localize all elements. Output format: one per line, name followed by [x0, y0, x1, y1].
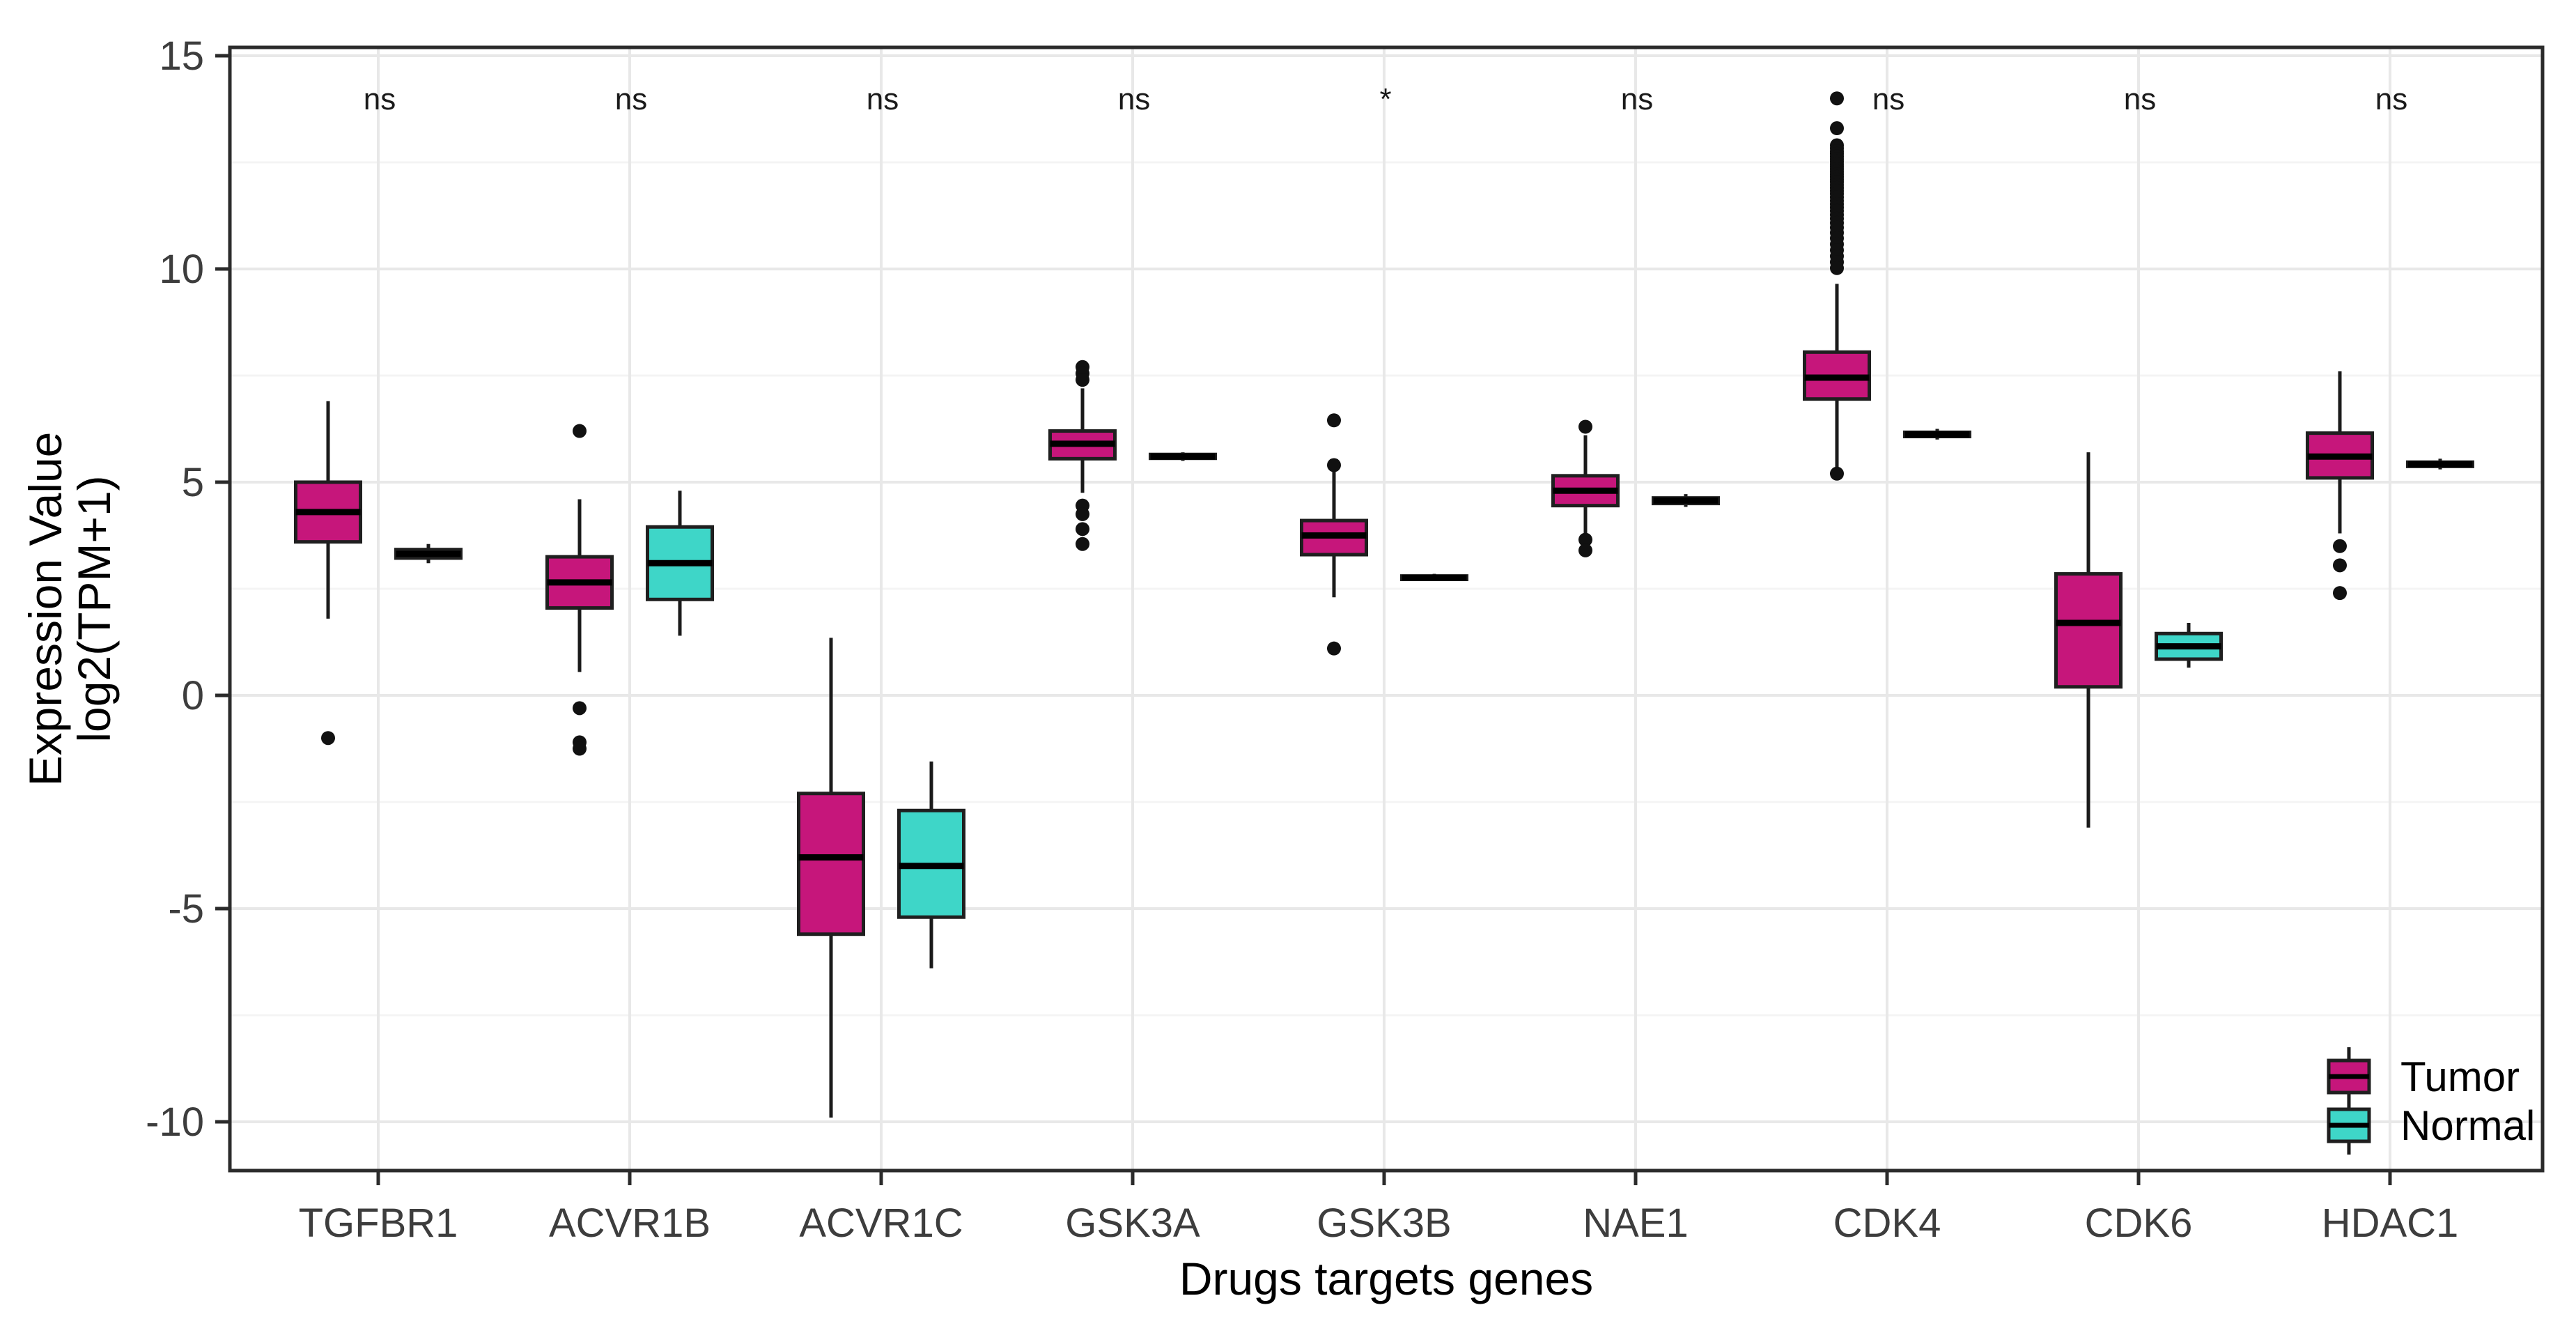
x-axis: TGFBR1 ACVR1B ACVR1C GSK3A GSK3B NAE1 CDK4 CDK6…: [299, 1171, 2459, 1246]
y-tick-label: 5: [182, 460, 204, 505]
outlier-dot: [2333, 586, 2347, 601]
significance-label-HDAC1: ns: [2375, 82, 2407, 116]
box-tumor-CDK6: [2054, 452, 2123, 828]
outlier-dot: [1327, 458, 1341, 472]
outlier-dot: [321, 731, 335, 746]
box-tumor-NAE1: [1551, 419, 1620, 557]
y-tick-label: 15: [159, 33, 204, 79]
box-normal-ACVR1C: [897, 761, 965, 969]
box-normal-GSK3B: [1400, 573, 1468, 582]
significance-label-CDK6: ns: [2124, 82, 2156, 116]
box-tumor-ACVR1C: [797, 638, 865, 1118]
box-normal-HDAC1: [2406, 458, 2474, 470]
outlier-dot: [573, 424, 587, 438]
y-tick-label: 10: [159, 247, 204, 292]
box-tumor-GSK3B: [1300, 413, 1368, 656]
box-tumor-ACVR1B: [545, 424, 614, 756]
significance-label-GSK3B: *: [1379, 82, 1391, 116]
outlier-dot: [1327, 641, 1341, 656]
outlier-dot: [1830, 466, 1844, 481]
outlier-dot: [1578, 419, 1592, 434]
box-normal-NAE1: [1652, 494, 1720, 507]
panel-background: [230, 47, 2543, 1171]
x-axis-title: Drugs targets genes: [1179, 1253, 1593, 1304]
outlier-dot: [1830, 261, 1844, 275]
legend-label-tumor: Tumor: [2400, 1054, 2520, 1100]
y-tick-label: -5: [168, 886, 204, 932]
y-axis-title-line1: Expression Value: [20, 432, 71, 787]
significance-label-CDK4: ns: [1872, 82, 1904, 116]
x-tick-label-NAE1: NAE1: [1583, 1201, 1689, 1246]
y-tick-label: 0: [182, 673, 204, 718]
outlier-dot: [1830, 91, 1844, 106]
significance-label-NAE1: ns: [1621, 82, 1653, 116]
outlier-dot: [573, 701, 587, 716]
y-axis: 15 10 5 0 -5 -10: [146, 33, 230, 1145]
series-normal: [394, 429, 2474, 969]
outlier-dot: [1076, 373, 1089, 387]
outlier-dot: [1076, 507, 1089, 521]
significance-label-ACVR1B: ns: [615, 82, 647, 116]
legend: Tumor Normal: [2327, 1047, 2535, 1155]
outlier-dot: [1076, 537, 1089, 551]
series-tumor: [294, 91, 2374, 1118]
box-tumor-HDAC1: [2306, 371, 2374, 601]
outlier-dot: [1327, 413, 1341, 428]
x-tick-label-ACVR1C: ACVR1C: [799, 1201, 963, 1246]
x-tick-label-CDK4: CDK4: [1833, 1201, 1941, 1246]
significance-annotations: ns ns ns ns * ns ns ns ns: [364, 82, 2407, 116]
x-tick-label-CDK6: CDK6: [2085, 1201, 2193, 1246]
box-tumor-TGFBR1: [294, 401, 362, 746]
box-tumor-GSK3A: [1048, 360, 1117, 551]
outlier-dot: [1076, 522, 1089, 537]
gridlines: [230, 47, 2543, 1171]
outlier-dot: [573, 741, 587, 756]
x-tick-label-HDAC1: HDAC1: [2322, 1201, 2459, 1246]
y-axis-title-line2: log2(TPM+1): [68, 475, 120, 742]
legend-glyph-normal: [2327, 1096, 2371, 1155]
x-tick-label-GSK3B: GSK3B: [1317, 1201, 1451, 1246]
x-tick-label-GSK3A: GSK3A: [1065, 1201, 1200, 1246]
panel-border: [228, 45, 2545, 1173]
box-normal-GSK3A: [1149, 452, 1217, 461]
x-tick-label-ACVR1B: ACVR1B: [549, 1201, 711, 1246]
box-normal-CDK4: [1903, 429, 1971, 440]
box-normal-TGFBR1: [394, 543, 463, 564]
outlier-dot: [2333, 558, 2347, 573]
iqr-box: [797, 792, 865, 936]
x-tick-label-TGFBR1: TGFBR1: [299, 1201, 458, 1246]
outlier-dot: [1578, 532, 1592, 547]
iqr-box: [2054, 572, 2123, 689]
significance-label-TGFBR1: ns: [364, 82, 396, 116]
outlier-dot: [1830, 121, 1844, 136]
y-tick-label: -10: [146, 1100, 204, 1145]
legend-label-normal: Normal: [2400, 1102, 2535, 1149]
significance-label-GSK3A: ns: [1118, 82, 1150, 116]
box-tumor-CDK4: [1803, 91, 1871, 481]
significance-label-ACVR1C: ns: [867, 82, 899, 116]
box-normal-CDK6: [2155, 622, 2223, 668]
outlier-dot: [2333, 539, 2347, 553]
legend-glyphs: [2327, 1047, 2371, 1155]
outlier-dot: [1578, 543, 1592, 557]
box-normal-ACVR1B: [646, 491, 714, 636]
